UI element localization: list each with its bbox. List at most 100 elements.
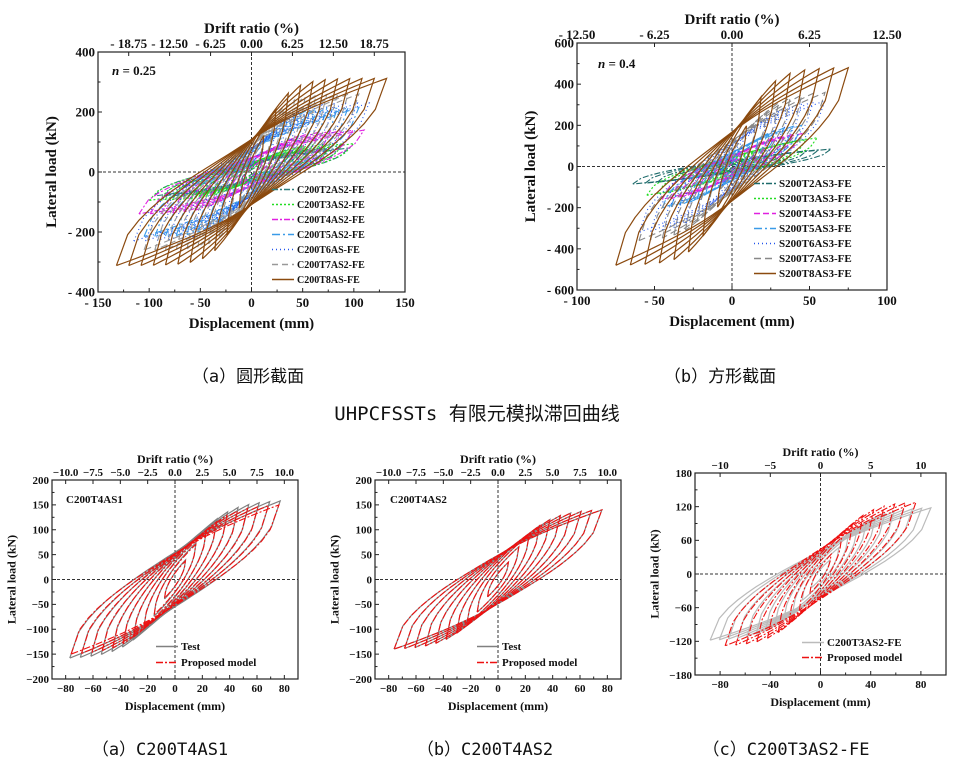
- hysteresis-loop: [801, 546, 840, 601]
- legend-label: S200T6AS3-FE: [779, 238, 852, 250]
- x-tick-label: 60: [575, 683, 587, 695]
- hysteresis-loop: [722, 154, 742, 178]
- caption-c200t3as2-fe: （c）C200T3AS2-FE: [702, 740, 870, 760]
- x-axis-label: Displacement (mm): [448, 699, 548, 713]
- x2-tick-label: - 12.50: [151, 36, 188, 51]
- x-tick-label: −20: [139, 683, 157, 695]
- legend: S200T2AS3-FE S200T3AS3-FE S200T4AS3-FE S200…: [754, 178, 852, 280]
- y-tick-label: 120: [676, 502, 693, 514]
- y-tick-label: 150: [33, 500, 50, 512]
- x-tick-label: 80: [279, 683, 291, 695]
- x2-tick-label: −10.0: [376, 467, 402, 479]
- hysteresis-loop: [140, 77, 363, 267]
- hysteresis-loop: [238, 135, 265, 209]
- x2-tick-label: −10: [711, 460, 729, 472]
- legend-label: C200T4AS2-FE: [297, 215, 365, 226]
- y-tick-label: −100: [349, 624, 372, 636]
- hysteresis-loop: [745, 503, 896, 645]
- x2-axis-label: Drift ratio (%): [460, 452, 536, 466]
- chart-c200t3as2-fe: −80 −40 0 40 80 −10 −5 0 5 10 −180 −120 −60 0 60 120 180…: [647, 445, 947, 709]
- caption-c200t4as2: （b）C200T4AS2: [416, 740, 554, 760]
- hysteresis-loop: [79, 500, 271, 658]
- y-tick-label: 0: [568, 159, 575, 174]
- y-tick-label: −150: [26, 649, 49, 661]
- x-tick-label: 0: [495, 683, 501, 695]
- hysteresis-loop: [393, 508, 603, 650]
- legend: Test Proposed model: [477, 641, 577, 669]
- hysteresis-loop: [403, 509, 593, 650]
- legend-label: S200T7AS3-FE: [779, 253, 852, 265]
- hysteresis-loop: [476, 545, 520, 613]
- x-axis-label: Displacement (mm): [669, 314, 794, 330]
- x-tick-label: - 50: [644, 293, 665, 308]
- chart-c200t4as1: −80 −60 −40 −20 0 20 40 60 80−10.0 −7.5 −5.0 −2.5 0.…: [4, 452, 299, 713]
- x-tick-label: 100: [344, 295, 364, 310]
- specimen-annotation: n = 0.4: [598, 56, 636, 71]
- x2-tick-label: 0.0: [491, 467, 505, 479]
- x-tick-label: −40: [112, 683, 130, 695]
- legend-label: S200T4AS3-FE: [779, 208, 852, 220]
- y-tick-label: −180: [669, 670, 692, 682]
- x2-tick-label: - 12.50: [559, 27, 596, 42]
- specimen-annotation: n = 0.25: [112, 63, 156, 78]
- hysteresis-loop: [148, 142, 356, 202]
- y-tick-label: −120: [669, 636, 692, 648]
- x2-tick-label: 10.0: [275, 467, 295, 479]
- x2-tick-label: 0.00: [721, 27, 744, 42]
- x2-tick-label: −5.0: [433, 467, 454, 479]
- y-tick-label: 60: [681, 535, 693, 547]
- legend-label: C200T3AS2-FE: [827, 637, 902, 649]
- y-axis-label: Lateral load (kN): [523, 111, 539, 223]
- hysteresis-loop: [154, 106, 350, 237]
- x-tick-label: −40: [762, 679, 780, 691]
- x2-tick-label: 5.0: [546, 467, 560, 479]
- legend-label: S200T2AS3-FE: [779, 178, 852, 190]
- x-tick-label: 40: [865, 679, 877, 691]
- hysteresis-loop: [128, 77, 376, 267]
- legend-label: C200T2AS2-FE: [297, 185, 365, 196]
- x2-tick-label: −7.5: [83, 467, 104, 479]
- legend-label: C200T7AS2-FE: [297, 260, 365, 271]
- hysteresis-loop: [133, 102, 371, 242]
- legend-label: Proposed model: [502, 657, 577, 669]
- x-tick-label: - 100: [563, 293, 590, 308]
- hysteresis-loop: [673, 96, 791, 236]
- x-tick-label: −60: [407, 683, 425, 695]
- x2-tick-label: - 18.75: [110, 36, 147, 51]
- y-tick-label: −200: [349, 674, 372, 686]
- hysteresis-loop: [91, 505, 259, 653]
- caption-circular-section: （a）圆形截面: [191, 367, 305, 387]
- hysteresis-loop: [445, 518, 551, 640]
- x-tick-label: 80: [602, 683, 614, 695]
- series-s200t8as3-fe: [615, 66, 850, 266]
- y-tick-label: 100: [356, 525, 373, 537]
- series-c200t8as-fe: [115, 77, 388, 267]
- hysteresis-loop: [629, 66, 835, 266]
- legend-label: C200T3AS2-FE: [297, 200, 365, 211]
- x-tick-label: −40: [435, 683, 453, 695]
- hysteresis-loop: [153, 147, 351, 197]
- hysteresis-loop: [435, 514, 562, 644]
- legend-label: S200T5AS3-FE: [779, 223, 852, 235]
- x-tick-label: 40: [224, 683, 236, 695]
- hysteresis-loop: [424, 511, 572, 647]
- y-axis-label: Lateral load (kN): [4, 535, 18, 624]
- x2-tick-label: - 6.25: [639, 27, 670, 42]
- hysteresis-loop: [163, 558, 187, 600]
- y-tick-label: 180: [676, 468, 693, 480]
- x2-tick-label: 5: [868, 460, 874, 472]
- x2-tick-label: 5.0: [223, 467, 237, 479]
- x-tick-label: −80: [711, 679, 729, 691]
- specimen-annotation: C200T4AS2: [390, 494, 447, 506]
- legend-label: S200T8AS3-FE: [779, 268, 852, 280]
- x2-tick-label: 10.0: [598, 467, 618, 479]
- chart-c200t4as2: −80 −60 −40 −20 0 20 40 60 80−10.0 −7.5 −5.0 −2.5 0.…: [327, 452, 622, 713]
- x-tick-label: 0: [172, 683, 178, 695]
- y-tick-label: - 600: [547, 283, 574, 298]
- x2-tick-label: 7.5: [250, 467, 264, 479]
- legend-label: C200T5AS2-FE: [297, 230, 365, 241]
- x-tick-label: −60: [84, 683, 102, 695]
- hysteresis-loop: [192, 105, 312, 238]
- hysteresis-loop: [153, 542, 197, 615]
- y-tick-label: −150: [349, 649, 372, 661]
